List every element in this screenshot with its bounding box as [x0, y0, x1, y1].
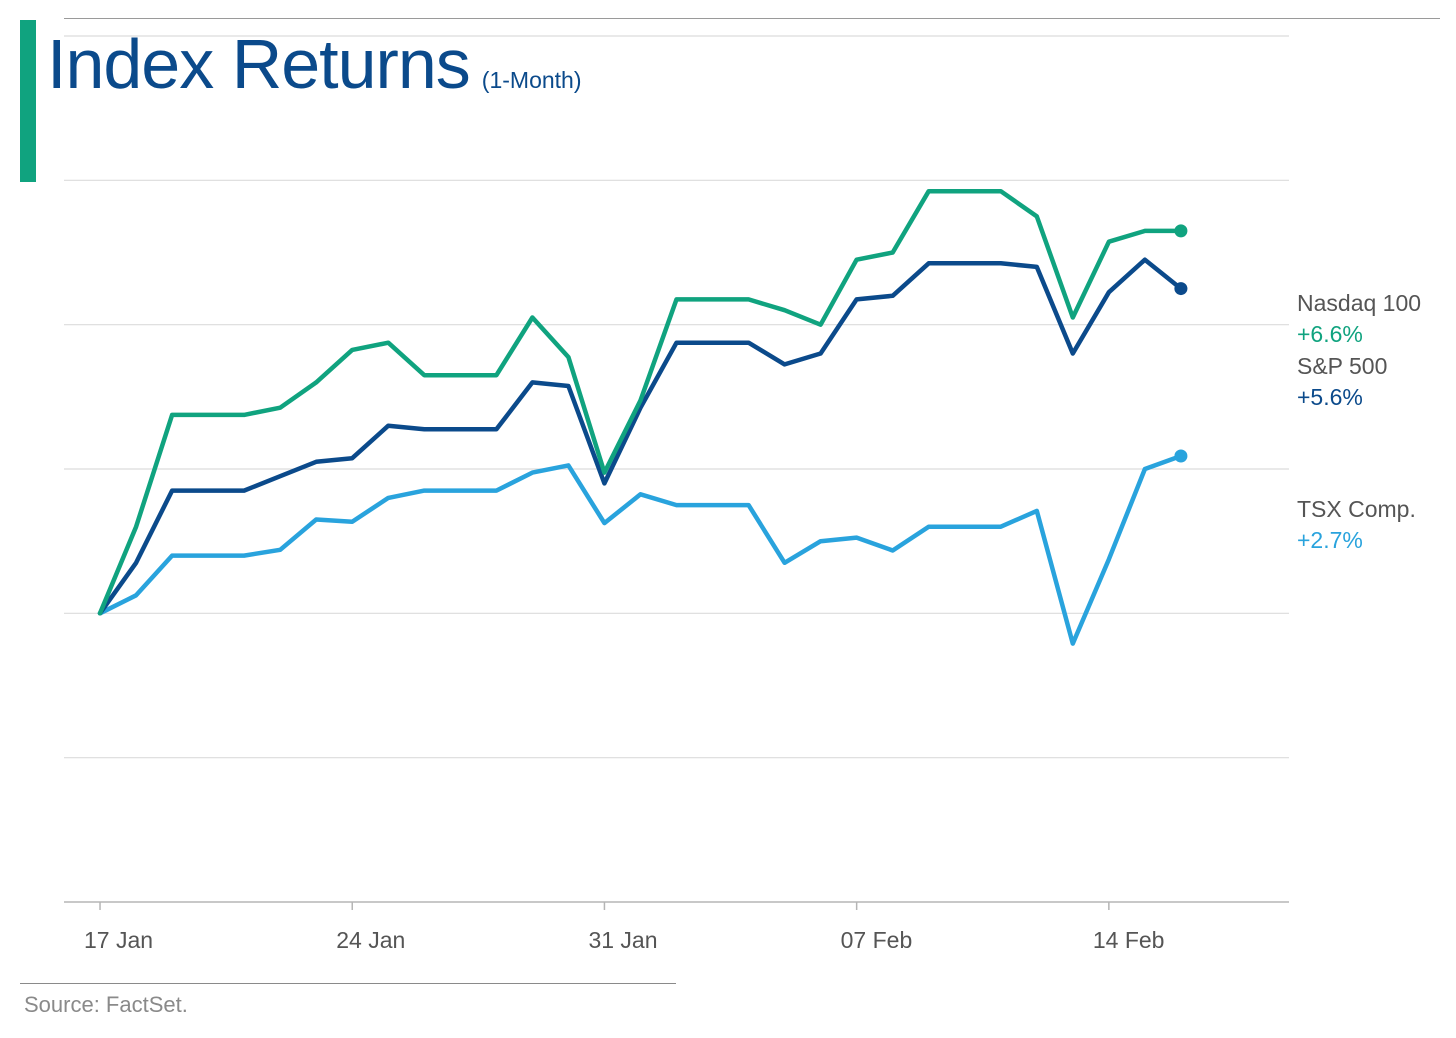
- series-end-marker: [1174, 224, 1188, 238]
- series-end-marker: [1174, 282, 1188, 296]
- x-tick-label: 14 Feb: [1093, 927, 1165, 953]
- chart-title-main: Index Returns: [47, 25, 471, 103]
- series-name-label: S&P 500: [1297, 353, 1387, 379]
- top-rule: [64, 18, 1440, 19]
- series-name-label: Nasdaq 100: [1297, 290, 1421, 316]
- source-rule: [20, 983, 676, 984]
- series-name-label: TSX Comp.: [1297, 496, 1416, 522]
- series-end-marker: [1174, 449, 1188, 463]
- series-line: [97, 257, 1184, 616]
- x-tick-label: 07 Feb: [841, 927, 913, 953]
- chart-subtitle: (1-Month): [481, 67, 582, 93]
- source-note: Source: FactSet.: [24, 992, 188, 1017]
- series-value-label: +2.7%: [1297, 527, 1363, 553]
- x-tick-label: 17 Jan: [84, 927, 153, 953]
- chart-title: Index Returns (1-Month): [47, 24, 582, 104]
- title-accent-bar: [20, 20, 36, 182]
- series-line: [97, 188, 1184, 616]
- x-tick-label: 31 Jan: [588, 927, 657, 953]
- x-tick-label: 24 Jan: [336, 927, 405, 953]
- series-value-label: +6.6%: [1297, 321, 1363, 347]
- series-value-label: +5.6%: [1297, 384, 1363, 410]
- series-line: [97, 453, 1184, 646]
